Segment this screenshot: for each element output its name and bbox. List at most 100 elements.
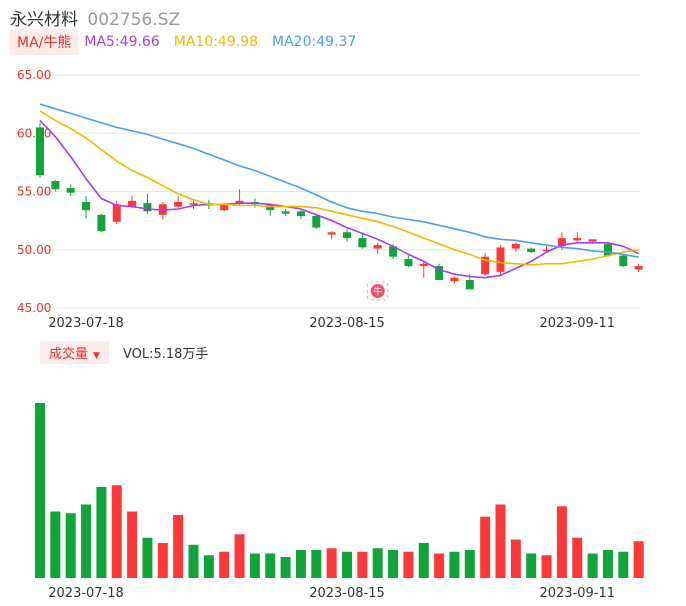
volume-bar: [188, 544, 199, 578]
volume-bar: [587, 553, 598, 578]
ma10-line: [39, 110, 639, 266]
candle-body: [189, 203, 198, 205]
volume-value: VOL:5.18万手: [122, 346, 209, 362]
volume-bar: [142, 537, 153, 578]
volume-bar: [418, 543, 429, 578]
volume-bar: [234, 534, 245, 578]
volume-bar: [526, 553, 537, 578]
volume-x-axis-tick-label: 2023-09-11: [539, 586, 615, 601]
candle-body: [527, 248, 536, 253]
stock-name: 永兴材料: [10, 10, 78, 30]
caret-down-icon: ▼: [93, 350, 100, 361]
candle-body: [312, 215, 321, 228]
candle-body: [66, 188, 75, 193]
volume-indicator-dropdown[interactable]: 成交量 ▼: [40, 340, 109, 364]
volume-bar: [157, 543, 168, 578]
candle-body: [36, 127, 44, 176]
ma-indicator-tab[interactable]: MA/牛熊: [10, 29, 79, 55]
candle-body: [296, 211, 305, 216]
candle-body: [588, 239, 597, 242]
ma5-line: [39, 119, 639, 279]
volume-bar: [357, 551, 368, 578]
candle-body: [450, 277, 459, 282]
candle-body: [235, 200, 244, 204]
y-axis-tick-label: 65.00: [17, 68, 51, 82]
candle-body: [557, 238, 566, 247]
volume-bar: [449, 551, 460, 578]
candle-body: [327, 232, 336, 235]
volume-bar: [464, 550, 475, 578]
volume-bar: [372, 548, 383, 578]
candle-body: [389, 246, 398, 257]
candle-body: [603, 243, 612, 256]
candle-body: [404, 259, 413, 267]
y-axis-tick-label: 45.00: [17, 301, 51, 315]
volume-bar: [326, 548, 337, 578]
candle-body: [82, 201, 91, 211]
candle-body: [481, 256, 490, 275]
candle-body: [634, 266, 643, 270]
stock-header: 永兴材料 002756.SZ: [10, 5, 180, 30]
candle-body: [51, 181, 60, 190]
candle-body: [281, 211, 290, 214]
x-axis-tick-label: 2023-08-15: [309, 316, 385, 331]
y-axis-tick-label: 55.00: [17, 185, 51, 199]
badge-text: 牛: [373, 286, 382, 298]
candle-body: [496, 247, 505, 272]
volume-bar: [96, 487, 107, 578]
volume-bar: [434, 553, 445, 578]
volume-bar: [541, 555, 552, 578]
volume-bar: [480, 516, 491, 578]
volume-bar: [495, 504, 506, 578]
volume-bar: [173, 515, 184, 578]
volume-bar: [572, 537, 583, 578]
x-axis-tick-label: 2023-09-11: [539, 316, 615, 331]
volume-legend: 成交量 ▼ VOL:5.18万手: [40, 340, 209, 364]
volume-bar: [35, 403, 45, 578]
ma-legend: MA/牛熊 MA5:49.66 MA10:49.98 MA20:49.37: [10, 29, 370, 55]
candle-body: [358, 238, 367, 248]
volume-bar: [556, 506, 567, 578]
volume-bar: [265, 553, 276, 578]
candle-body: [619, 255, 628, 267]
volume-bar: [111, 485, 122, 578]
volume-bar: [388, 550, 399, 578]
ma5-legend-value: MA5:49.66: [84, 34, 160, 50]
candle-body: [573, 238, 582, 241]
candle-body: [128, 200, 137, 207]
volume-x-axis-tick-label: 2023-07-18: [48, 586, 124, 601]
volume-bar: [249, 553, 260, 578]
volume-bar: [127, 511, 138, 578]
volume-bar: [81, 504, 92, 578]
ma20-legend-value: MA20:49.37: [272, 34, 357, 50]
volume-bar: [311, 550, 322, 578]
volume-bar: [219, 551, 230, 578]
candle-body: [174, 201, 183, 207]
volume-tag-label: 成交量: [49, 346, 89, 362]
candle-body: [465, 280, 474, 290]
candle-body: [511, 243, 520, 249]
volume-bar: [295, 550, 306, 578]
bull-icon: 牛: [367, 281, 389, 301]
badge-circle: [370, 284, 385, 298]
volume-bar: [510, 539, 521, 578]
volume-bar: [403, 551, 414, 578]
ma10-legend-value: MA10:49.98: [173, 34, 259, 50]
x-axis-tick-label: 2023-07-18: [48, 316, 124, 331]
y-axis-tick-label: 50.00: [17, 243, 51, 257]
volume-bar: [203, 555, 214, 578]
candle-body: [542, 249, 551, 252]
ma20-line: [39, 103, 639, 258]
candle-body: [143, 203, 152, 212]
volume-bar: [342, 551, 352, 578]
candle-body: [419, 263, 428, 267]
volume-bar: [280, 557, 291, 578]
candle-body: [435, 266, 444, 281]
volume-bar: [602, 550, 613, 578]
candle-body: [343, 232, 351, 239]
candle-body: [112, 204, 121, 222]
badge-frame: [367, 281, 389, 301]
stock-code: 002756.SZ: [87, 10, 181, 30]
